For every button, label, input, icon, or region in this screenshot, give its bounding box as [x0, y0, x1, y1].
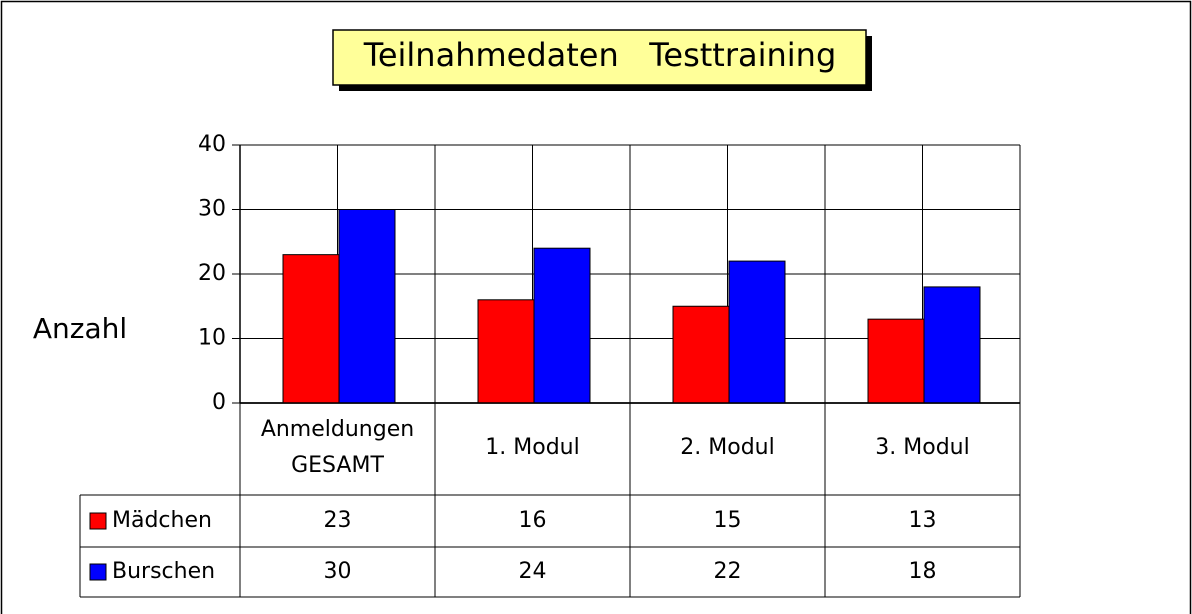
table-value: 30 — [324, 559, 352, 584]
x-tick-label: 3. Modul — [875, 435, 969, 460]
bar — [923, 286, 981, 404]
table-value: 24 — [519, 559, 547, 584]
legend-swatch — [89, 512, 107, 530]
bar — [867, 318, 925, 404]
bar — [672, 305, 730, 404]
table-value: 18 — [909, 559, 937, 584]
bar — [477, 299, 535, 404]
y-tick-label: 0 — [212, 390, 226, 415]
bar — [533, 247, 591, 404]
label-line: GESAMT — [291, 453, 384, 478]
title-box — [332, 29, 867, 86]
x-tick-label: 2. Modul — [680, 435, 774, 460]
table-value: 16 — [519, 508, 547, 533]
x-tick-label: 1. Modul — [485, 435, 579, 460]
legend-label: Mädchen — [112, 508, 212, 533]
table-value: 13 — [909, 508, 937, 533]
legend-label: Burschen — [112, 559, 215, 584]
legend-swatch — [89, 563, 107, 581]
table-value: 23 — [324, 508, 352, 533]
y-tick-label: 10 — [198, 326, 226, 351]
y-tick-label: 30 — [198, 197, 226, 222]
label-line: Anmeldungen — [261, 417, 414, 442]
bar — [282, 254, 340, 404]
table-value: 15 — [714, 508, 742, 533]
chart-title: Teilnahmedaten Testtraining — [363, 36, 837, 74]
y-tick-label: 20 — [198, 261, 226, 286]
x-tick-label: Anmeldungen GESAMT — [261, 417, 414, 478]
table-value: 22 — [714, 559, 742, 584]
bar — [728, 260, 786, 404]
bar — [338, 209, 396, 404]
y-axis-label: Anzahl — [33, 312, 127, 345]
y-tick-label: 40 — [198, 132, 226, 157]
